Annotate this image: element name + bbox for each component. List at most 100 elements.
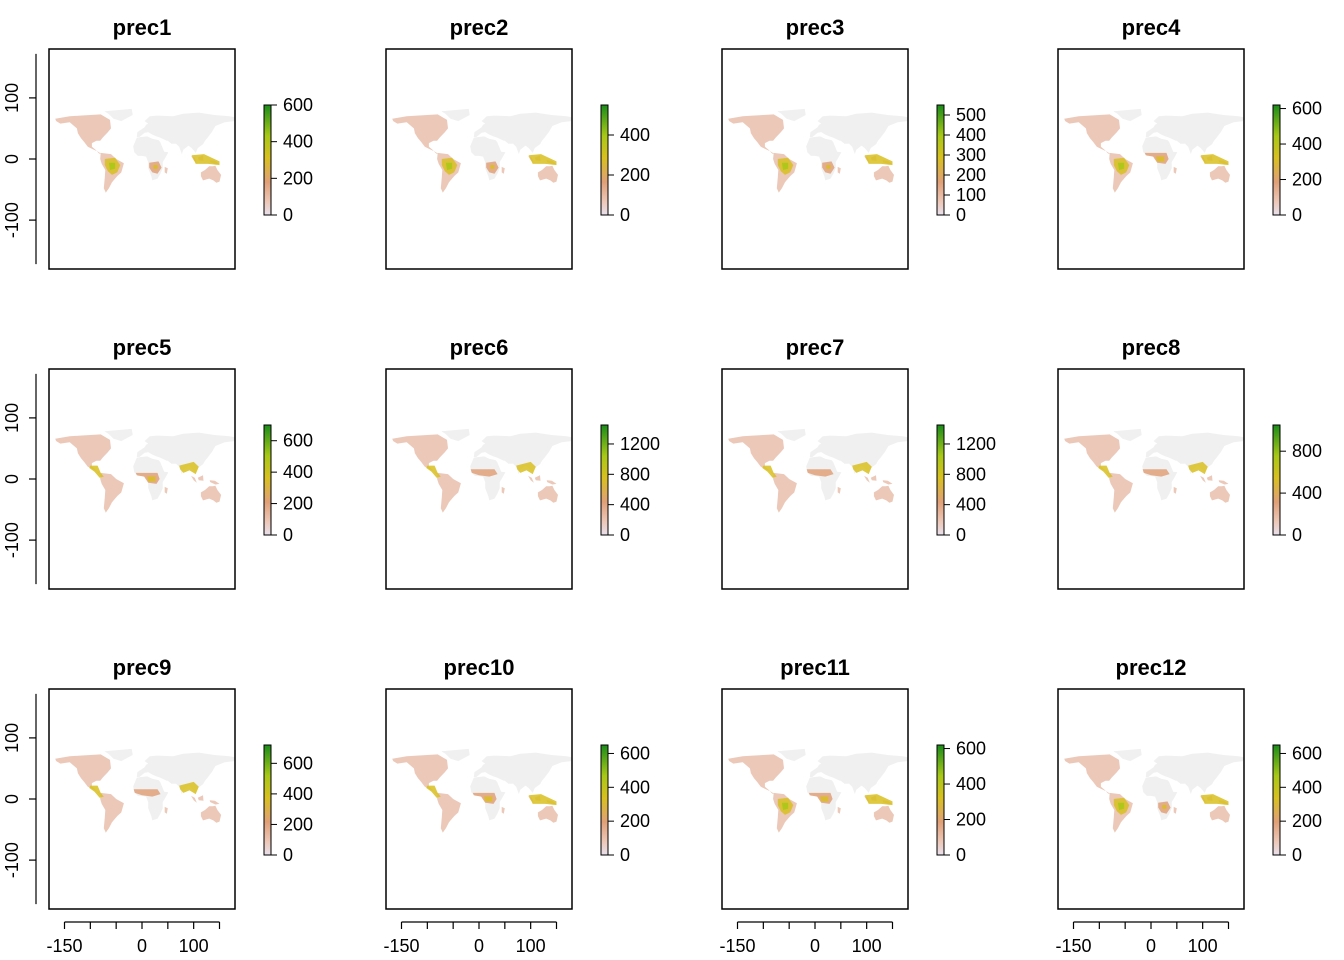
map-raster	[55, 108, 235, 193]
legend-tick-label: 400	[620, 777, 650, 797]
land-mass-3	[473, 752, 572, 795]
legend-tick-label: 0	[956, 205, 966, 225]
land-mass-9	[501, 166, 505, 174]
y-tick-label: 0	[2, 154, 22, 164]
land-mass-3	[1145, 752, 1244, 795]
panel-title: prec9	[113, 655, 172, 680]
legend-bar	[263, 744, 272, 856]
wet-region-maritime-asia	[1200, 154, 1229, 166]
wet-region-maritime-asia	[528, 154, 557, 166]
legend-tick-label: 400	[283, 132, 313, 152]
x-tick-label: 0	[810, 936, 820, 956]
wet-core-south-america	[1117, 162, 1125, 170]
land-mass-0	[728, 434, 784, 475]
wet-region-maritime-asia	[191, 154, 220, 166]
wet-region-central-america	[426, 785, 441, 798]
land-mass-2	[100, 792, 124, 833]
legend-tick-label: 400	[956, 125, 986, 145]
legend-colorbar: 0 400 800 1200	[600, 424, 660, 545]
legend-colorbar: 0 200 400 600	[263, 95, 313, 225]
legend-tick-label: 400	[956, 774, 986, 794]
legend-tick-label: 800	[620, 464, 650, 484]
map-raster	[728, 108, 908, 193]
land-mass-8	[209, 480, 220, 485]
map-raster	[392, 748, 572, 833]
wet-region-africa-sahel	[806, 469, 834, 477]
land-mass-3	[809, 752, 908, 795]
legend-tick-label: 600	[1292, 743, 1322, 763]
legend-tick-label: 0	[620, 205, 630, 225]
y-tick-label: 0	[2, 474, 22, 484]
land-mass-1	[1113, 428, 1142, 442]
legend-tick-label: 0	[283, 205, 293, 225]
land-mass-9	[837, 806, 841, 814]
legend-tick-label: 200	[620, 165, 650, 185]
map-raster	[1064, 428, 1244, 513]
land-mass-4	[470, 136, 506, 181]
land-mass-1	[1113, 748, 1142, 762]
land-mass-1	[441, 428, 470, 442]
panel-prec5: prec5 100 0 -100 0 200 400 600	[2, 335, 313, 590]
legend-bar	[600, 744, 609, 856]
panel-title: prec2	[450, 15, 509, 40]
y-tick-label: -100	[2, 842, 22, 878]
x-tick-label: 100	[1188, 936, 1218, 956]
wet-region-south-asia	[179, 781, 199, 795]
land-mass-8	[1218, 480, 1229, 485]
land-mass-1	[777, 108, 806, 122]
land-mass-2	[100, 472, 124, 513]
legend-tick-label: 0	[620, 845, 630, 865]
panel-title: prec6	[450, 335, 509, 360]
land-mass-9	[837, 166, 841, 174]
legend-tick-label: 800	[956, 464, 986, 484]
land-mass-4	[133, 776, 169, 821]
map-raster	[55, 428, 235, 513]
legend-bar	[600, 424, 609, 536]
panel-prec9: prec9 100 0 -100 -150 0 100 0 200 400 600	[2, 655, 313, 956]
wet-core-south-america	[445, 162, 453, 170]
legend-tick-label: 200	[1292, 170, 1322, 190]
wet-core-southern-africa	[153, 165, 158, 169]
panel-frame	[721, 368, 909, 590]
legend-tick-label: 400	[620, 125, 650, 145]
land-mass-9	[1173, 166, 1177, 174]
land-mass-6	[1200, 475, 1206, 483]
land-mass-2	[437, 472, 461, 513]
map-raster	[1064, 108, 1244, 193]
land-mass-0	[55, 114, 111, 155]
legend-tick-label: 0	[283, 845, 293, 865]
land-mass-0	[392, 434, 448, 475]
legend-colorbar: 0 200 400 600	[1272, 99, 1322, 225]
land-mass-2	[1109, 472, 1133, 513]
wet-region-central-america	[89, 785, 104, 798]
land-mass-3	[136, 752, 235, 795]
panel-frame	[1057, 368, 1245, 590]
wet-core-south-america	[781, 802, 789, 810]
land-mass-4	[133, 136, 169, 181]
land-mass-4	[806, 136, 842, 181]
legend-colorbar: 0 400 800	[1272, 424, 1322, 545]
land-mass-1	[441, 748, 470, 762]
map-raster	[728, 428, 908, 513]
land-mass-5	[200, 805, 222, 823]
legend-bar	[936, 744, 945, 856]
land-mass-5	[537, 485, 558, 503]
panel-frame	[385, 688, 573, 910]
x-tick-label: -150	[383, 936, 419, 956]
wet-region-africa-sahel	[133, 789, 161, 797]
land-mass-4	[470, 456, 506, 501]
land-mass-3	[136, 432, 235, 475]
panel-prec10: prec10 -150 0 100 0 200 400 600	[383, 655, 650, 956]
wet-region-maritime-asia	[864, 794, 893, 806]
x-tick-label: 0	[137, 936, 147, 956]
land-mass-3	[473, 432, 572, 475]
map-raster	[392, 428, 572, 513]
land-mass-9	[501, 486, 505, 494]
x-tick-label: -150	[46, 936, 82, 956]
wet-region-central-america	[762, 465, 777, 478]
map-raster	[1064, 748, 1244, 833]
y-tick-label: -100	[2, 202, 22, 238]
y-tick-label: -100	[2, 522, 22, 558]
panel-prec1: prec1 100 0 -100 0 200 400 600	[2, 15, 313, 270]
